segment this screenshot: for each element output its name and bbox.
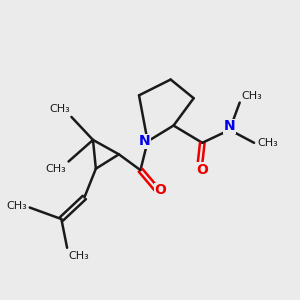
Text: N: N	[224, 119, 236, 134]
Text: O: O	[196, 163, 208, 177]
Text: CH₃: CH₃	[257, 138, 278, 148]
Text: O: O	[155, 183, 167, 197]
Text: CH₃: CH₃	[241, 91, 262, 101]
Text: N: N	[138, 134, 150, 148]
Text: CH₃: CH₃	[6, 201, 27, 211]
Text: CH₃: CH₃	[68, 251, 89, 261]
Text: CH₃: CH₃	[45, 164, 66, 174]
Text: CH₃: CH₃	[49, 104, 70, 114]
